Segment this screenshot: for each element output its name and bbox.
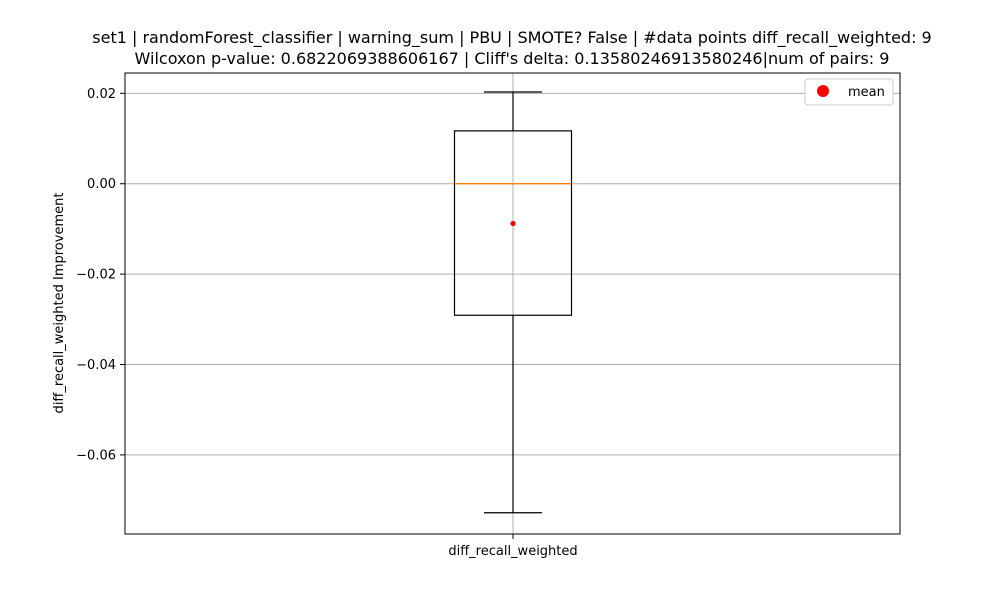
box-plot [453,91,573,514]
mean-marker [510,220,516,227]
legend-box [804,78,894,106]
y-tick-label: 0.00 [87,177,116,192]
y-axis-ticks: 0.02 0.00 −0.02 −0.04 −0.06 [76,87,125,463]
y-tick-label: −0.02 [76,268,116,283]
iqr-box [453,130,573,316]
y-tick-label: −0.06 [76,448,116,463]
chart-title-line-2: Wilcoxon p-value: 0.6822069388606167 | C… [135,49,890,68]
y-tick-label: −0.04 [76,358,116,373]
legend-mean-label: mean [848,85,885,100]
x-axis-ticks: diff_recall_weighted [448,534,578,559]
legend: mean [804,78,894,106]
legend-mean-marker [817,85,829,97]
y-tick-label: 0.02 [87,87,116,102]
y-axis-label: diff_recall_weighted Improvement [52,193,67,414]
chart-title-line-1: set1 | randomForest_classifier | warning… [92,28,931,48]
x-tick-label: diff_recall_weighted [448,544,577,559]
